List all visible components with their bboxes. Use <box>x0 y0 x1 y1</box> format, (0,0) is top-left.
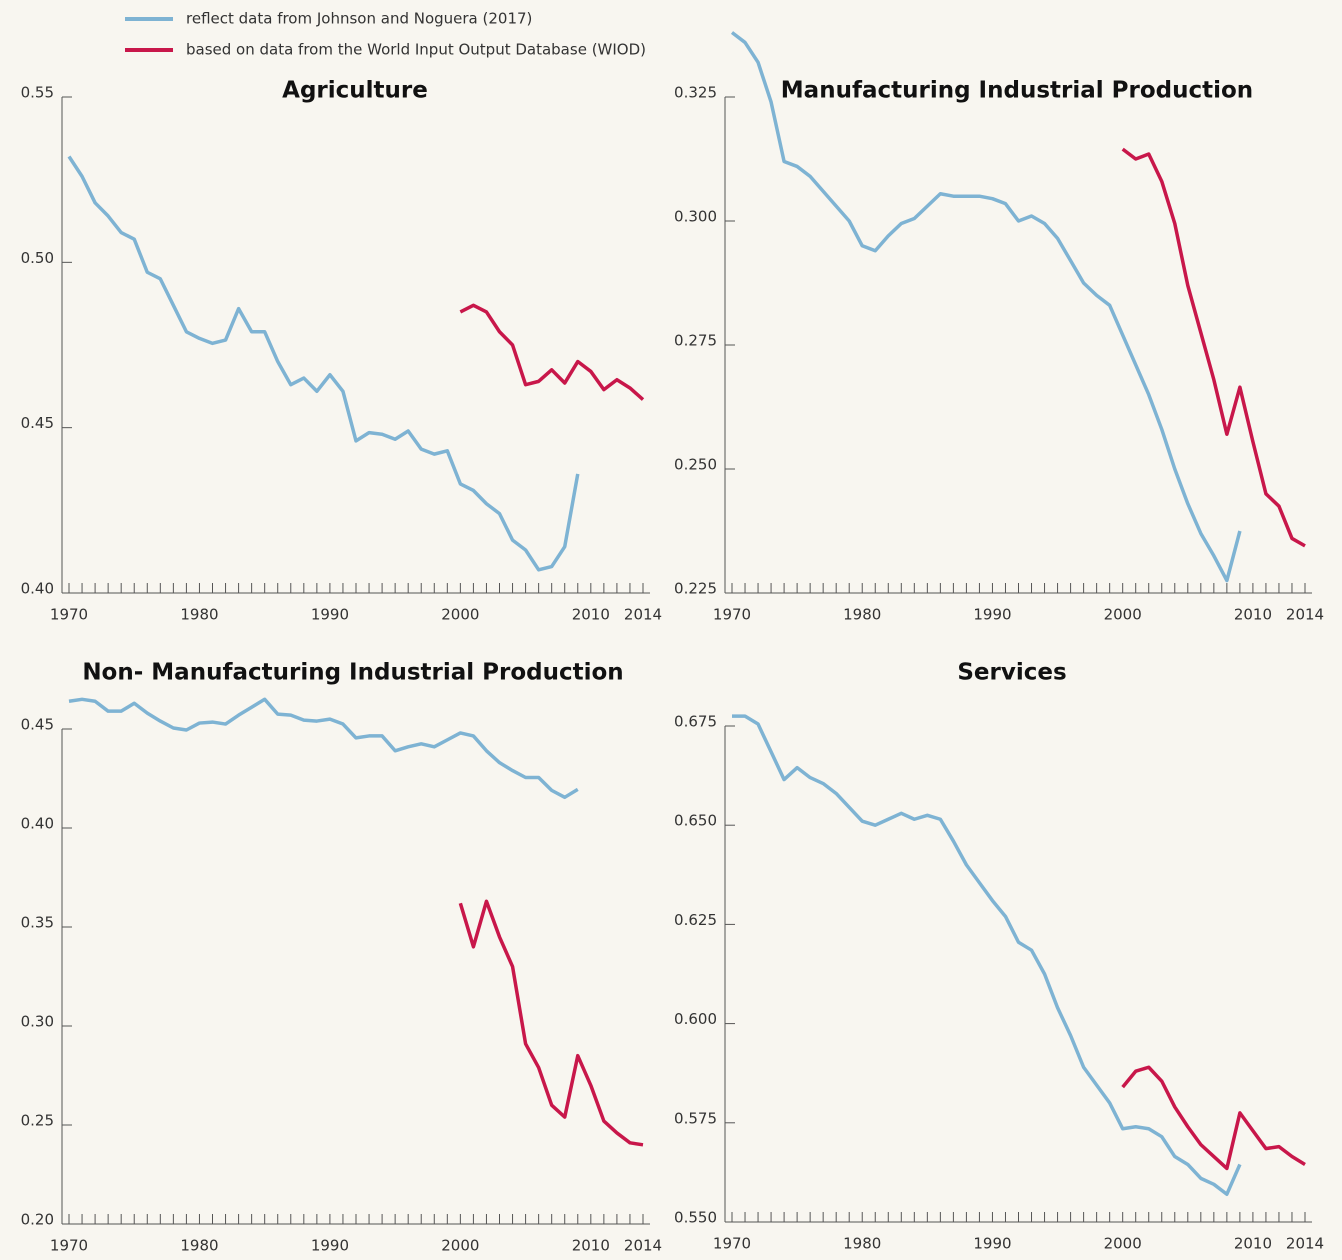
y-tick-label: 0.40 <box>21 580 54 598</box>
legend-label: reflect data from Johnson and Noguera (2… <box>186 10 532 28</box>
y-tick-label: 0.25 <box>21 1112 54 1130</box>
y-tick-label: 0.45 <box>21 716 54 734</box>
x-tick-label: 1980 <box>180 1237 218 1255</box>
series-line <box>1121 147 1306 548</box>
x-tick-label: 1990 <box>311 1237 349 1255</box>
x-tick-label: 2014 <box>1286 606 1324 624</box>
x-tick-label: 2010 <box>1234 606 1272 624</box>
x-tick-label: 2000 <box>441 1237 479 1255</box>
x-tick-label: 1970 <box>713 1235 751 1253</box>
chart-title: Non- Manufacturing Industrial Production <box>82 660 623 686</box>
y-tick-label: 0.325 <box>674 84 717 102</box>
x-tick-label: 2010 <box>1234 1235 1272 1253</box>
y-tick-label: 0.30 <box>21 1013 54 1031</box>
x-tick-label: 1990 <box>311 606 349 624</box>
y-tick-label: 0.45 <box>21 414 54 432</box>
series-line <box>732 714 1242 1196</box>
y-tick-label: 0.575 <box>674 1109 717 1127</box>
y-tick-label: 0.50 <box>21 249 54 267</box>
y-tick-label: 0.250 <box>674 456 717 474</box>
x-tick-label: 1970 <box>50 1237 88 1255</box>
y-tick-label: 0.625 <box>674 911 717 929</box>
y-tick-label: 0.55 <box>21 84 54 102</box>
series-line <box>67 155 580 572</box>
x-tick-label: 1970 <box>713 606 751 624</box>
series-line <box>458 899 644 1147</box>
y-tick-label: 0.300 <box>674 208 717 226</box>
chart-title: Agriculture <box>282 78 428 104</box>
x-tick-label: 1980 <box>843 1235 881 1253</box>
y-tick-label: 0.20 <box>21 1211 54 1229</box>
chart-title: Manufacturing Industrial Production <box>781 78 1253 104</box>
x-tick-label: 2000 <box>441 606 479 624</box>
y-tick-label: 0.275 <box>674 332 717 350</box>
y-tick-label: 0.225 <box>674 580 717 598</box>
y-tick-label: 0.650 <box>674 812 717 830</box>
series-line <box>1121 1065 1306 1171</box>
chart-title: Services <box>957 660 1066 686</box>
x-tick-label: 1990 <box>973 606 1011 624</box>
x-tick-label: 2014 <box>624 1237 662 1255</box>
x-tick-label: 2000 <box>1104 606 1142 624</box>
x-tick-label: 2014 <box>624 606 662 624</box>
x-tick-label: 1980 <box>843 606 881 624</box>
y-tick-label: 0.550 <box>674 1209 717 1227</box>
y-tick-label: 0.35 <box>21 914 54 932</box>
x-tick-label: 2014 <box>1286 1235 1324 1253</box>
x-tick-label: 1970 <box>50 606 88 624</box>
y-tick-label: 0.675 <box>674 713 717 731</box>
x-tick-label: 2010 <box>572 1237 610 1255</box>
x-tick-label: 2010 <box>572 606 610 624</box>
x-tick-label: 1980 <box>180 606 218 624</box>
series-line <box>459 303 645 401</box>
legend-label: based on data from the World Input Outpu… <box>186 41 646 59</box>
series-line <box>730 31 1242 583</box>
y-tick-label: 0.40 <box>21 815 54 833</box>
x-tick-label: 1990 <box>973 1235 1011 1253</box>
y-tick-label: 0.600 <box>674 1010 717 1028</box>
series-line <box>68 697 579 800</box>
x-tick-label: 2000 <box>1104 1235 1142 1253</box>
